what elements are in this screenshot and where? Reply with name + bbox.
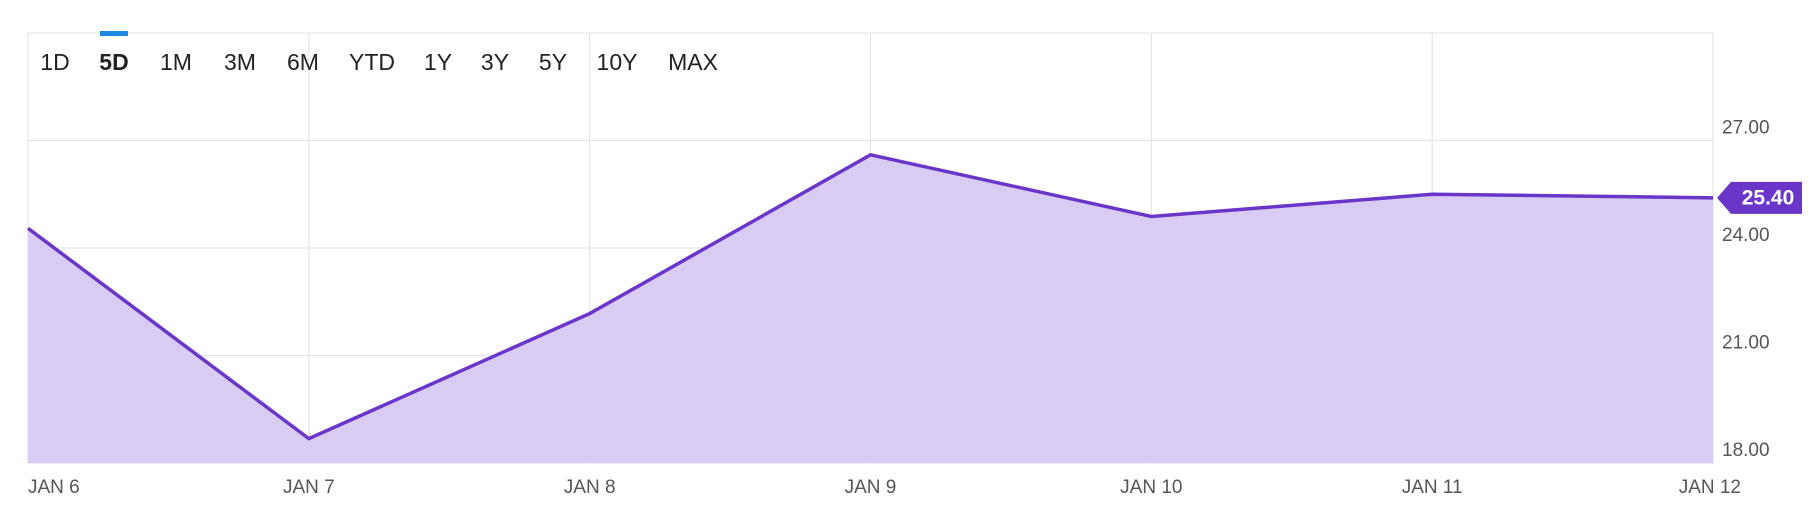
range-button[interactable]: 3Y [481, 49, 509, 75]
range-button[interactable]: 1Y [424, 49, 452, 75]
area [28, 154, 1713, 464]
active-indicator [100, 31, 128, 36]
range-button[interactable]: 6M [287, 49, 319, 75]
y-tick-label: 21.00 [1722, 333, 1770, 354]
x-tick-label: JAN 7 [283, 477, 335, 498]
x-tick-label: JAN 8 [564, 477, 616, 498]
y-tick-label: 18.00 [1722, 440, 1770, 461]
x-tick-label: JAN 9 [845, 477, 897, 498]
x-tick-label: JAN 6 [28, 477, 80, 498]
value-label: 25.40 [1742, 186, 1795, 209]
x-tick-label: JAN 11 [1402, 477, 1463, 498]
value-tag [1717, 181, 1802, 214]
range-button[interactable]: 5D [99, 49, 128, 75]
range-button[interactable]: YTD [349, 49, 395, 75]
x-tick-label: JAN 12 [1679, 477, 1741, 498]
y-tick-label: 24.00 [1722, 225, 1770, 246]
line [26, 152, 1714, 441]
range-button[interactable]: 1D [40, 49, 69, 75]
y-tick-label: 27.00 [1722, 118, 1770, 139]
x-tick-label: JAN 10 [1120, 477, 1182, 498]
range-button[interactable]: 3M [224, 49, 256, 75]
range-button[interactable]: 1M [160, 49, 192, 75]
range-button[interactable]: 10Y [597, 49, 638, 75]
range-button[interactable]: 5Y [539, 49, 567, 75]
range-button[interactable]: MAX [668, 49, 718, 75]
